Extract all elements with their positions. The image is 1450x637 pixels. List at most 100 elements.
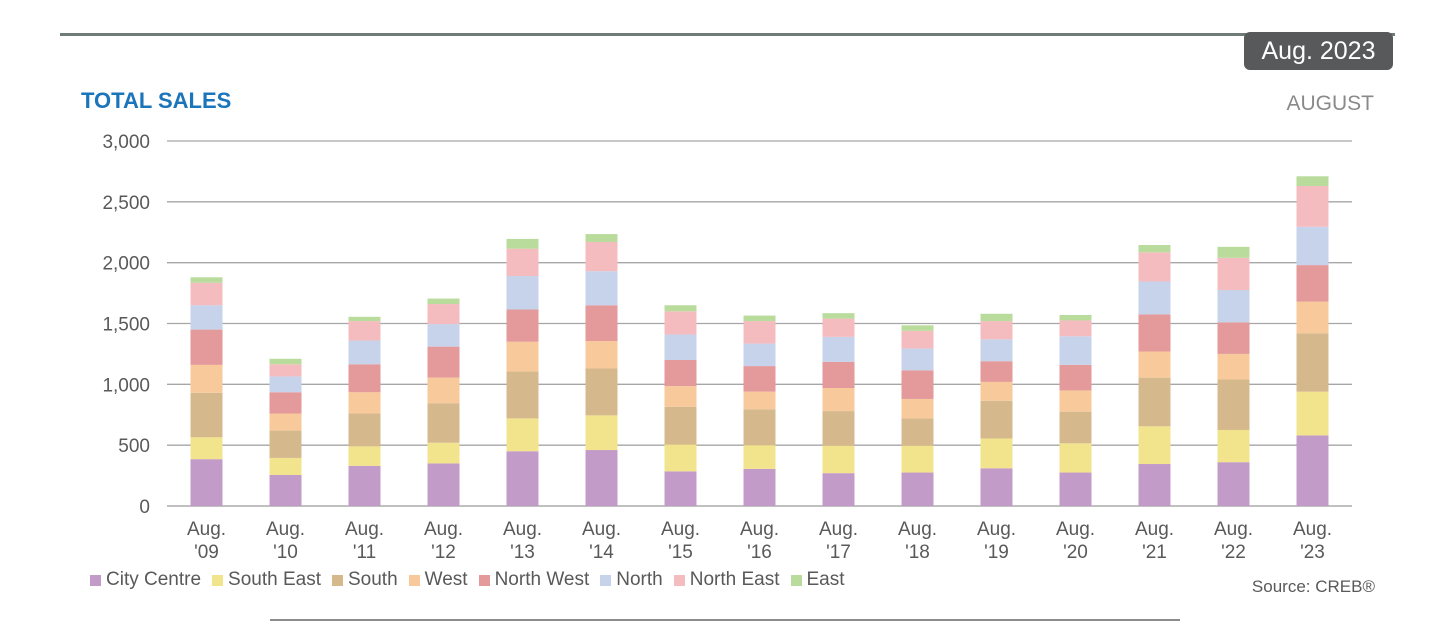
x-tick-label: '11 bbox=[353, 542, 376, 563]
bar-segment-north-east bbox=[585, 241, 618, 272]
x-tick-label: Aug. bbox=[1056, 519, 1095, 540]
y-tick-label: 2,500 bbox=[102, 193, 150, 214]
legend-item: North bbox=[600, 569, 663, 591]
bar-segment-north-west bbox=[1217, 322, 1250, 354]
bar-segment-south-east bbox=[427, 442, 460, 464]
bar-segment-south bbox=[190, 392, 223, 438]
x-tick-label: Aug. bbox=[1135, 519, 1174, 540]
bar-segment-north-east bbox=[1138, 252, 1171, 282]
x-tick-label: Aug. bbox=[424, 519, 463, 540]
legend-item: South bbox=[331, 569, 398, 591]
x-tick-label: '09 bbox=[194, 542, 219, 563]
legend-label: South East bbox=[228, 569, 321, 590]
bar-segment-west bbox=[269, 413, 302, 431]
legend-swatch bbox=[673, 574, 685, 586]
legend-item: North East bbox=[673, 569, 780, 591]
legend-swatch bbox=[90, 574, 101, 586]
legend-item: City Centre bbox=[90, 569, 201, 591]
bar-segment-north-west bbox=[822, 361, 855, 388]
chart-title: TOTAL SALES bbox=[81, 88, 232, 113]
bar-segment-south bbox=[269, 430, 302, 458]
bar-segment-west bbox=[585, 341, 618, 369]
bar-segment-north bbox=[980, 339, 1013, 362]
bar-segment-north-east bbox=[980, 321, 1013, 340]
legend-item: East bbox=[790, 569, 845, 591]
bar-segment-north-west bbox=[1296, 265, 1329, 302]
bar-segment-city-centre bbox=[585, 450, 618, 506]
bar-segment-north bbox=[190, 305, 223, 330]
bar-segment-south bbox=[743, 409, 776, 446]
legend-swatch bbox=[600, 574, 612, 586]
date-badge: Aug. 2023 bbox=[1244, 32, 1393, 70]
x-tick-label: '23 bbox=[1300, 542, 1325, 563]
bar-segment-north-east bbox=[1296, 186, 1329, 227]
bar-segment-south-east bbox=[1296, 391, 1329, 436]
bar-segment-north-west bbox=[1138, 314, 1171, 352]
x-tick-label: Aug. bbox=[582, 519, 621, 540]
y-tick-label: 2,000 bbox=[102, 254, 150, 275]
bar-segment-north-west bbox=[269, 392, 302, 414]
x-tick-label: Aug. bbox=[819, 519, 858, 540]
bar-segment-north bbox=[348, 340, 381, 365]
bar-segment-city-centre bbox=[506, 451, 539, 506]
legend-label: North East bbox=[689, 569, 780, 590]
x-tick-label: Aug. bbox=[266, 519, 305, 540]
bar-segment-east bbox=[348, 316, 381, 322]
bar-segment-south-east bbox=[901, 445, 934, 473]
bar-segment-north-west bbox=[1059, 364, 1092, 391]
bar-segment-city-centre bbox=[348, 465, 381, 506]
bar-segment-north-west bbox=[348, 364, 381, 393]
bar-segment-west bbox=[743, 391, 776, 410]
legend-swatch bbox=[331, 574, 343, 586]
legend-swatch bbox=[478, 574, 490, 586]
bar-segment-west bbox=[190, 364, 223, 393]
bar-segment-east bbox=[901, 325, 934, 331]
bar-segment-north-west bbox=[585, 305, 618, 342]
bar-segment-west bbox=[1059, 390, 1092, 412]
bar-segment-north-east bbox=[1217, 257, 1250, 291]
bar-segment-east bbox=[1059, 314, 1092, 321]
bar-segment-south-east bbox=[190, 437, 223, 460]
bar-segment-south bbox=[980, 400, 1013, 439]
bar-segment-west bbox=[427, 377, 460, 404]
bar-segment-west bbox=[1217, 353, 1250, 380]
bar-segment-north bbox=[269, 376, 302, 393]
bar-segment-west bbox=[506, 341, 539, 372]
legend-item: South East bbox=[212, 569, 321, 591]
bar-segment-city-centre bbox=[980, 468, 1013, 506]
bar-segment-south bbox=[585, 368, 618, 416]
bar-segment-west bbox=[664, 386, 697, 407]
bar-segment-north bbox=[1138, 281, 1171, 315]
bar-segment-south bbox=[506, 371, 539, 419]
bar-segment-south-east bbox=[506, 418, 539, 452]
bar-segment-north-east bbox=[1059, 320, 1092, 337]
bar-segment-south-east bbox=[980, 438, 1013, 469]
x-tick-label: Aug. bbox=[503, 519, 542, 540]
bar-segment-south bbox=[1296, 333, 1329, 392]
bar-segment-south-east bbox=[1059, 443, 1092, 473]
period-label: AUGUST bbox=[1286, 92, 1374, 115]
legend-item: West bbox=[408, 569, 468, 591]
bar-segment-south-east bbox=[269, 457, 302, 475]
x-tick-label: '18 bbox=[905, 542, 930, 563]
bar-segment-north bbox=[743, 343, 776, 367]
bar-segment-north bbox=[901, 348, 934, 371]
legend-label: City Centre bbox=[106, 569, 202, 590]
bar-segment-south-east bbox=[743, 445, 776, 469]
y-tick-label: 500 bbox=[118, 436, 150, 457]
bar-segment-city-centre bbox=[1138, 464, 1171, 506]
bars bbox=[190, 176, 1329, 506]
bar-segment-city-centre bbox=[664, 471, 697, 506]
legend-label: North bbox=[616, 569, 663, 590]
x-tick-label: '16 bbox=[747, 542, 772, 563]
bar-segment-north-west bbox=[664, 360, 697, 387]
legend-swatch bbox=[790, 574, 802, 586]
bar-segment-west bbox=[980, 381, 1013, 401]
x-tick-label: Aug. bbox=[740, 519, 779, 540]
x-tick-label: '19 bbox=[984, 542, 1009, 563]
bar-segment-north-east bbox=[901, 330, 934, 349]
y-tick-label: 0 bbox=[139, 497, 150, 518]
bar-segment-city-centre bbox=[427, 463, 460, 506]
bar-segment-south-east bbox=[585, 415, 618, 451]
